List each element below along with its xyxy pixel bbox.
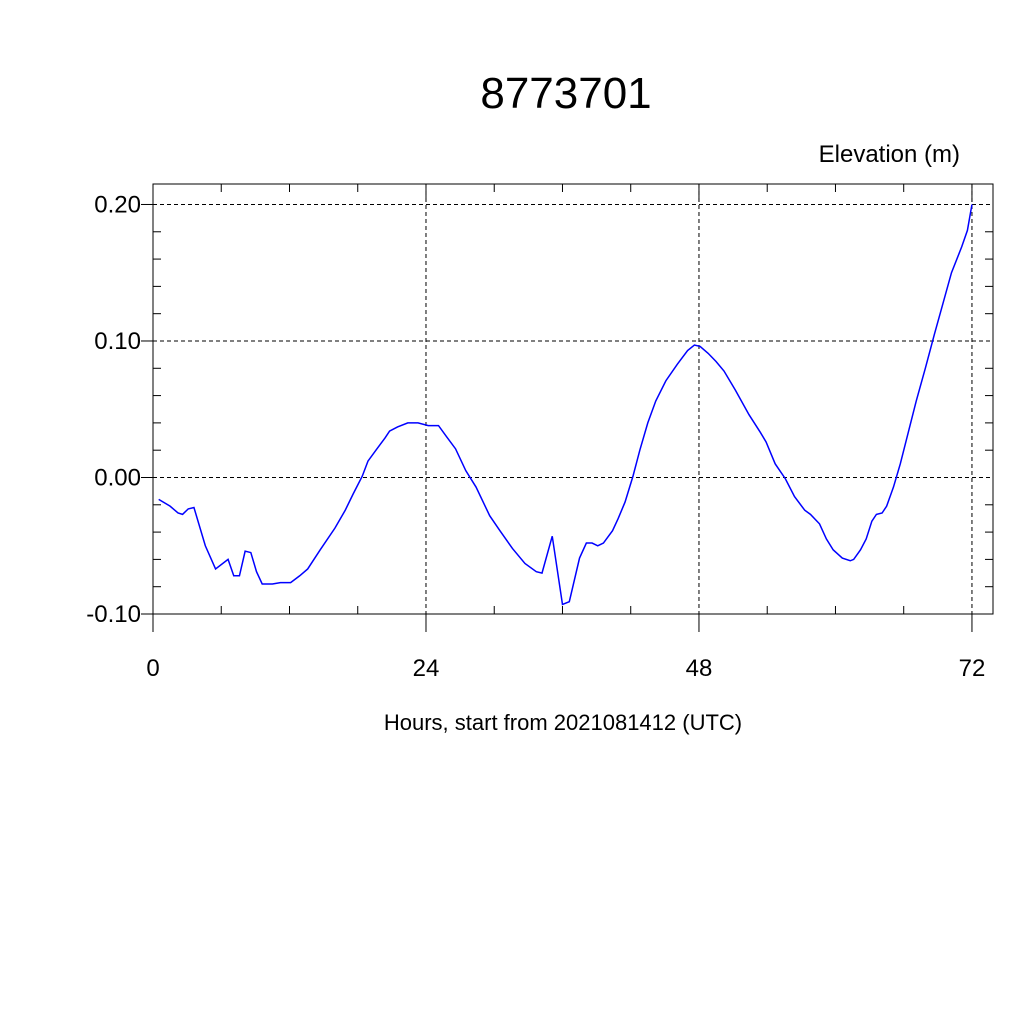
x-tick-label: 24 — [413, 655, 440, 682]
x-tick-label: 72 — [959, 655, 986, 682]
x-axis-label: Hours, start from 2021081412 (UTC) — [384, 710, 742, 735]
y-tick-label: -0.10 — [86, 601, 141, 628]
x-tick-label: 48 — [686, 655, 713, 682]
y-tick-label: 0.00 — [94, 464, 141, 491]
plot-frame — [152, 183, 994, 615]
x-tick-label: 0 — [146, 655, 159, 682]
data-line — [158, 204, 973, 606]
chart-title: 8773701 — [480, 69, 651, 118]
y-tick-label: 0.10 — [94, 328, 141, 355]
y-tick-label: 0.20 — [94, 191, 141, 218]
y-axis-label: Elevation (m) — [819, 141, 960, 168]
